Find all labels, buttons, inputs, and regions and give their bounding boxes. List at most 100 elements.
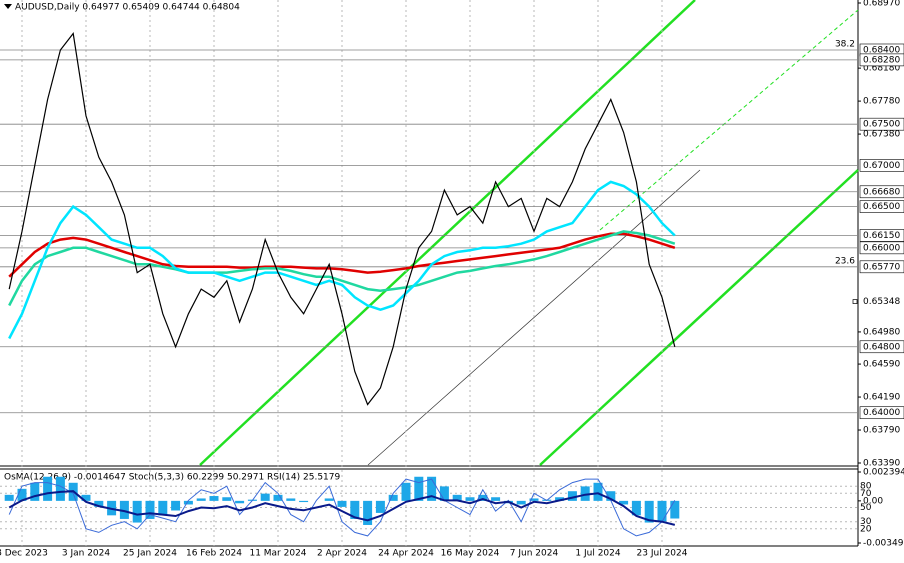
level-label-box <box>859 260 904 274</box>
level-label: 0.66680 <box>863 187 900 197</box>
y2-tick-label: 80 <box>860 482 872 492</box>
y-tick-label: 0.68180 <box>863 64 900 74</box>
osma-bar <box>478 494 488 501</box>
osma-bar <box>17 488 27 501</box>
price-line <box>8 180 676 340</box>
x-tick-label: 7 Jun 2024 <box>510 549 559 559</box>
osma-bar <box>94 500 104 507</box>
x-tick-label: 24 Apr 2024 <box>378 549 434 559</box>
osma-bar <box>196 498 206 501</box>
level-label: 0.65770 <box>863 262 900 272</box>
osma-bar <box>235 500 245 504</box>
osma-bar <box>516 500 526 505</box>
oscillator-line <box>8 490 676 526</box>
level-label-box <box>859 241 904 255</box>
osma-bar <box>43 476 53 501</box>
y2-tick-label: 50 <box>860 503 872 513</box>
osma-bar <box>593 482 603 501</box>
osma-bar <box>363 500 373 525</box>
x-tick-label: 23 Jul 2024 <box>637 549 688 559</box>
osma-bar <box>375 500 385 513</box>
y2-tick-label: 70 <box>860 489 872 499</box>
level-label-box <box>859 200 904 213</box>
osma-bar <box>606 491 616 501</box>
level-label-box <box>859 185 904 199</box>
osma-bar <box>631 500 641 516</box>
channel-line <box>539 169 859 466</box>
osma-bar <box>555 497 565 501</box>
osma-bar <box>30 482 40 501</box>
osma-bar <box>299 500 309 503</box>
level-label: 0.67500 <box>863 120 900 130</box>
level-label: 0.66150 <box>863 231 900 241</box>
x-tick-label: 8 Dec 2023 <box>0 549 48 559</box>
level-label-box <box>859 229 904 242</box>
y-tick-label: 0.64190 <box>863 393 900 403</box>
y-tick-label: 0.64590 <box>863 360 900 370</box>
osma-bar <box>209 496 219 501</box>
last-price-marker <box>852 299 858 304</box>
x-tick-label: 16 May 2024 <box>441 549 500 559</box>
y-tick-label: 0.63790 <box>863 426 900 436</box>
osma-bar <box>657 500 667 522</box>
indicator-title: OsMA(12,26,9) -0.0014647 Stoch(5,3,3) 60… <box>4 473 340 483</box>
y-tick-label: 0.67380 <box>863 130 900 140</box>
osma-bar <box>491 497 501 501</box>
x-tick-label: 25 Jan 2024 <box>123 549 177 559</box>
osma-bar <box>337 500 347 507</box>
fib-label: 38.2 <box>835 39 855 49</box>
level-label: 0.64800 <box>863 342 900 352</box>
osma-bar <box>401 482 411 501</box>
osma-bar <box>619 500 629 505</box>
level-label-box <box>859 159 904 172</box>
osma-bar <box>324 498 334 501</box>
y-tick-label: 0.67780 <box>863 97 900 107</box>
y-tick-label: 0.68970 <box>863 0 900 9</box>
osma-bar <box>350 500 360 519</box>
osma-bar <box>670 500 680 519</box>
channel-line <box>599 9 859 231</box>
osma-bar <box>119 500 129 519</box>
y-tick-label: 0.00 <box>863 496 883 506</box>
x-tick-label: 11 Mar 2024 <box>249 549 306 559</box>
level-label: 0.64000 <box>863 408 900 418</box>
osma-bar <box>260 493 270 501</box>
y-tick-label: 0.0023945 <box>863 468 904 478</box>
level-label: 0.68400 <box>863 45 900 55</box>
x-tick-label: 3 Jan 2024 <box>62 549 110 559</box>
y-tick-label: 0.63390 <box>863 459 900 469</box>
osma-bar <box>452 494 462 501</box>
osma-bar <box>273 494 283 501</box>
osma-bar <box>55 476 65 501</box>
level-label-box <box>859 406 904 420</box>
osma-bar <box>580 486 590 501</box>
fib-label: 23.6 <box>835 256 855 266</box>
level-label-box <box>859 117 904 131</box>
price-line <box>8 32 676 406</box>
level-label: 0.67000 <box>863 161 900 171</box>
osma-bar <box>132 500 142 523</box>
osma-bar <box>81 494 91 501</box>
osma-bar <box>145 500 155 519</box>
osma-bar <box>4 494 14 501</box>
osma-bar <box>414 476 424 501</box>
osma-bar <box>644 500 654 523</box>
osma-bar <box>439 486 449 501</box>
level-label-box <box>859 340 904 354</box>
level-label: 0.66000 <box>863 243 900 253</box>
channel-line <box>199 0 696 466</box>
y2-tick-label: 30 <box>860 517 872 527</box>
osma-bar <box>529 498 539 501</box>
osma-bar <box>158 500 168 516</box>
osma-bar <box>222 497 232 501</box>
x-tick-label: 1 Jul 2024 <box>575 549 620 559</box>
osma-bar <box>183 500 193 505</box>
osma-bar <box>171 500 181 511</box>
osma-bar <box>388 494 398 501</box>
level-label: 0.68280 <box>863 55 900 65</box>
osma-bar <box>286 498 296 501</box>
oscillator-line <box>8 478 676 537</box>
x-tick-label: 16 Feb 2024 <box>186 549 242 559</box>
symbol-arrow <box>4 4 12 9</box>
